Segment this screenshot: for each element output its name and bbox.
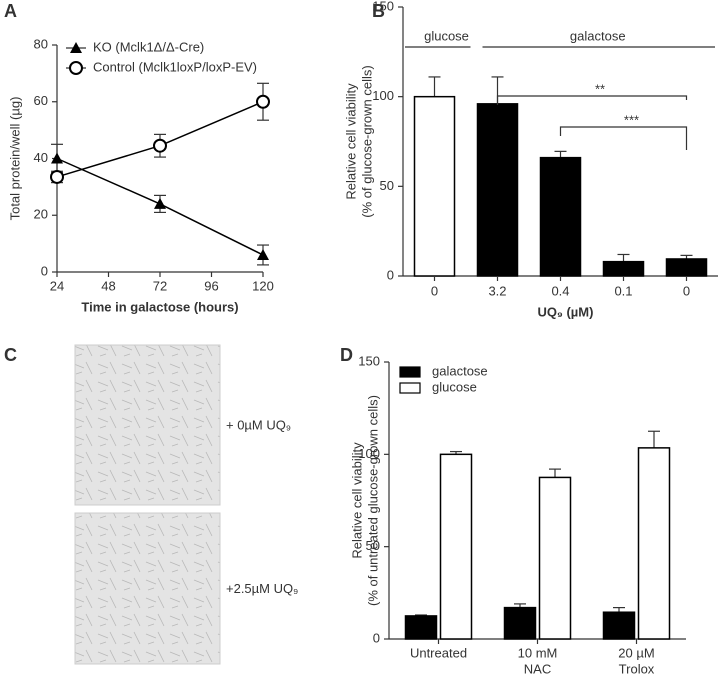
x-tick-label: 0: [431, 283, 438, 298]
bar: [439, 453, 473, 640]
x-tick-label: 0.4: [551, 283, 569, 298]
x-tick-label: Trolox: [619, 661, 655, 676]
y-tick-label: 50: [366, 538, 380, 553]
y-tick-label: 150: [372, 0, 394, 13]
y-tick-label: 40: [34, 150, 48, 165]
x-tick-label: 10 mM: [518, 645, 558, 660]
micrograph: [74, 512, 221, 665]
y-tick-label: 0: [387, 267, 394, 282]
legend-swatch: [399, 382, 421, 394]
significance-label: **: [595, 81, 605, 96]
bar: [602, 611, 636, 640]
x-tick-label: NAC: [524, 661, 551, 676]
marker: [154, 197, 166, 209]
y-tick-label: 100: [358, 446, 380, 461]
y-tick-label: 20: [34, 207, 48, 222]
legend-swatch: [399, 366, 421, 378]
y-tick-label: 60: [34, 93, 48, 108]
x-tick-label: 72: [153, 278, 167, 293]
legend-label: glucose: [432, 379, 477, 394]
bar: [413, 95, 456, 277]
marker: [51, 152, 63, 164]
x-tick-label: 24: [50, 278, 64, 293]
panel-label: B: [372, 1, 385, 21]
x-tick-label: 96: [204, 278, 218, 293]
legend-marker: [69, 61, 83, 75]
y-axis-label: Relative cell viability: [343, 83, 358, 200]
bar: [637, 447, 671, 640]
marker: [256, 94, 270, 109]
y-axis-label: (% of untreated glucose-grown cells): [365, 395, 380, 606]
panel-label: A: [4, 1, 17, 21]
image-caption: +2.5µM UQ₉: [226, 581, 298, 596]
bar: [665, 258, 708, 277]
y-tick-label: 0: [41, 263, 48, 278]
group-label: glucose: [424, 28, 469, 43]
bar: [602, 260, 645, 277]
x-tick-label: 20 µM: [618, 645, 654, 660]
x-tick-label: 3.2: [488, 283, 506, 298]
y-axis-label: Relative cell viability: [349, 442, 364, 559]
y-axis-label: (% of glucose-grown cells): [359, 65, 374, 217]
x-tick-label: 0: [683, 283, 690, 298]
group-label: galactose: [570, 28, 626, 43]
x-tick-label: 120: [252, 278, 274, 293]
panel-label: D: [340, 345, 353, 365]
x-tick-label: 48: [101, 278, 115, 293]
y-tick-label: 0: [373, 630, 380, 645]
bar: [539, 156, 582, 277]
x-axis-label: Time in galactose (hours): [81, 299, 238, 314]
bar: [476, 103, 519, 277]
legend-label: KO (Mclk1Δ/Δ-Cre): [93, 39, 204, 54]
bar: [503, 606, 537, 640]
marker: [153, 138, 167, 153]
marker: [257, 248, 269, 260]
image-caption: + 0µM UQ₉: [226, 417, 291, 432]
legend-label: galactose: [432, 363, 488, 378]
significance-bracket: [559, 126, 688, 150]
bar: [538, 476, 572, 640]
micrograph: [74, 344, 221, 506]
y-tick-label: 50: [380, 178, 394, 193]
x-axis-label: UQ₉ (µM): [538, 304, 594, 319]
legend-label: Control (Mclk1loxP/loxP-EV): [93, 59, 257, 74]
x-tick-label: 0.1: [614, 283, 632, 298]
x-tick-label: Untreated: [410, 645, 467, 660]
y-tick-label: 80: [34, 36, 48, 51]
y-axis-label: Total protein/well (µg): [7, 97, 22, 221]
marker: [50, 169, 64, 184]
y-tick-label: 100: [372, 88, 394, 103]
bar: [404, 615, 438, 640]
legend-marker: [70, 42, 82, 53]
y-tick-label: 150: [358, 353, 380, 368]
panel-label: C: [4, 345, 17, 365]
significance-bracket: [496, 95, 688, 105]
significance-label: ***: [624, 112, 639, 127]
